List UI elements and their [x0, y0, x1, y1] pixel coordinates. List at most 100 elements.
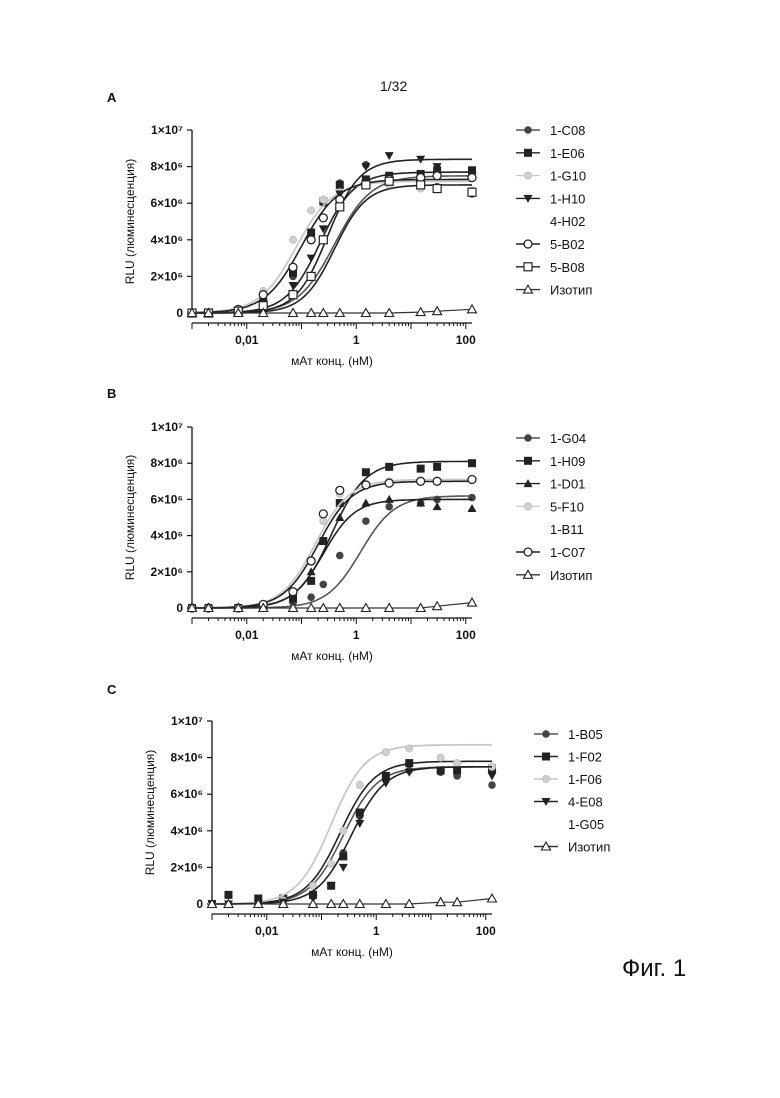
data-point — [468, 188, 476, 196]
data-point — [320, 196, 327, 203]
y-axis-title: RLU (люминесценция) — [123, 455, 137, 581]
fit-curve — [192, 176, 472, 313]
legend-marker — [524, 548, 532, 556]
data-point — [308, 207, 315, 214]
legend-label: 1-B05 — [568, 727, 603, 742]
fit-curve — [192, 179, 472, 312]
data-point — [340, 827, 347, 834]
x-tick-label: 100 — [476, 924, 496, 938]
x-tick-label: 1 — [353, 333, 360, 347]
legend-label: 1-H09 — [550, 454, 585, 469]
data-point — [336, 552, 344, 560]
fit-curve — [212, 767, 492, 904]
x-tick-label: 0,01 — [235, 628, 259, 642]
legend-label: 1-G05 — [568, 817, 604, 832]
legend-marker — [542, 775, 549, 782]
legend-label: 1-G04 — [550, 431, 586, 446]
data-point — [224, 891, 232, 899]
legend-item: 4-H02 — [550, 214, 585, 229]
data-point — [319, 214, 327, 222]
legend-label: Изотип — [550, 568, 592, 583]
chart-panel-a: A02×10⁶4×10⁶6×10⁶8×10⁶1×10⁷0,011100мАт к… — [107, 90, 592, 368]
x-axis-title: мАт конц. (нМ) — [291, 354, 373, 368]
data-point — [385, 152, 394, 160]
legend-item: 5-B08 — [516, 260, 585, 275]
data-point — [454, 759, 461, 766]
legend-label: 1-C07 — [550, 545, 585, 560]
data-point — [405, 759, 413, 767]
data-point — [385, 479, 393, 487]
data-point — [417, 181, 425, 189]
legend-item: 1-E06 — [516, 146, 585, 161]
y-tick-label: 4×10⁶ — [150, 233, 183, 247]
series-1-F06 — [208, 745, 495, 908]
legend-item: Изотип — [516, 283, 592, 298]
panel-letter: B — [107, 386, 116, 401]
data-point — [488, 772, 497, 780]
data-point — [307, 236, 315, 244]
fit-curve — [192, 461, 472, 608]
legend-item: 5-F10 — [516, 499, 584, 514]
legend-marker — [542, 730, 550, 738]
y-axis-title: RLU (люминесценция) — [143, 750, 157, 876]
y-tick-label: 0 — [176, 601, 183, 615]
y-tick-label: 6×10⁶ — [150, 492, 183, 506]
y-tick-label: 1×10⁷ — [151, 420, 183, 434]
fit-curve — [192, 496, 472, 608]
legend-item: 5-B02 — [516, 237, 585, 252]
legend-item: 1-G05 — [568, 817, 604, 832]
legend-label: 1-D01 — [550, 477, 585, 492]
legend-marker — [524, 240, 532, 248]
legend-label: 5-F10 — [550, 499, 584, 514]
legend-item: 1-G10 — [516, 169, 586, 184]
legend-item: 1-C08 — [516, 123, 585, 138]
legend-item: 4-E08 — [534, 795, 603, 810]
data-point — [468, 598, 477, 606]
data-point — [361, 499, 370, 507]
series-Изотип — [208, 894, 497, 907]
data-point — [319, 581, 327, 589]
y-tick-label: 2×10⁶ — [170, 860, 203, 874]
legend-label: Изотип — [550, 283, 592, 298]
data-point — [433, 185, 441, 193]
legend-label: Изотип — [568, 840, 610, 855]
data-point — [259, 291, 267, 299]
legend-marker — [524, 126, 532, 134]
data-point — [417, 465, 425, 473]
panel-letter: C — [107, 682, 117, 697]
data-point — [433, 463, 441, 471]
data-point — [289, 236, 296, 243]
axes: 02×10⁶4×10⁶6×10⁶8×10⁶1×10⁷0,011100мАт ко… — [123, 420, 476, 663]
data-point — [319, 236, 327, 244]
x-ticks — [192, 323, 466, 329]
data-point — [417, 477, 425, 485]
data-point — [382, 772, 390, 780]
data-point — [488, 781, 496, 789]
legend-marker — [524, 434, 532, 442]
y-tick-label: 1×10⁷ — [151, 123, 183, 137]
data-point — [385, 177, 393, 185]
legend-label: 1-G10 — [550, 169, 586, 184]
data-point — [307, 557, 315, 565]
x-axis-title: мАт конц. (нМ) — [291, 649, 373, 663]
data-point — [336, 486, 344, 494]
chart-panel-b: B02×10⁶4×10⁶6×10⁶8×10⁶1×10⁷0,011100мАт к… — [107, 386, 592, 663]
y-tick-label: 4×10⁶ — [170, 824, 203, 838]
data-point — [468, 504, 477, 512]
legend-marker — [542, 753, 550, 761]
series-1-D01 — [188, 495, 477, 612]
legend-label: 1-C08 — [550, 123, 585, 138]
data-point — [289, 263, 297, 271]
legend-marker — [524, 503, 531, 510]
y-tick-label: 0 — [176, 306, 183, 320]
x-tick-label: 100 — [456, 333, 476, 347]
y-tick-label: 8×10⁶ — [170, 751, 203, 765]
data-point — [362, 481, 370, 489]
data-point — [382, 749, 389, 756]
chart-panel-c: C02×10⁶4×10⁶6×10⁶8×10⁶1×10⁷0,011100мАт к… — [107, 682, 610, 959]
data-point — [433, 172, 441, 180]
legend-item: 1-H09 — [516, 454, 585, 469]
data-point — [385, 495, 394, 503]
x-tick-label: 100 — [456, 628, 476, 642]
